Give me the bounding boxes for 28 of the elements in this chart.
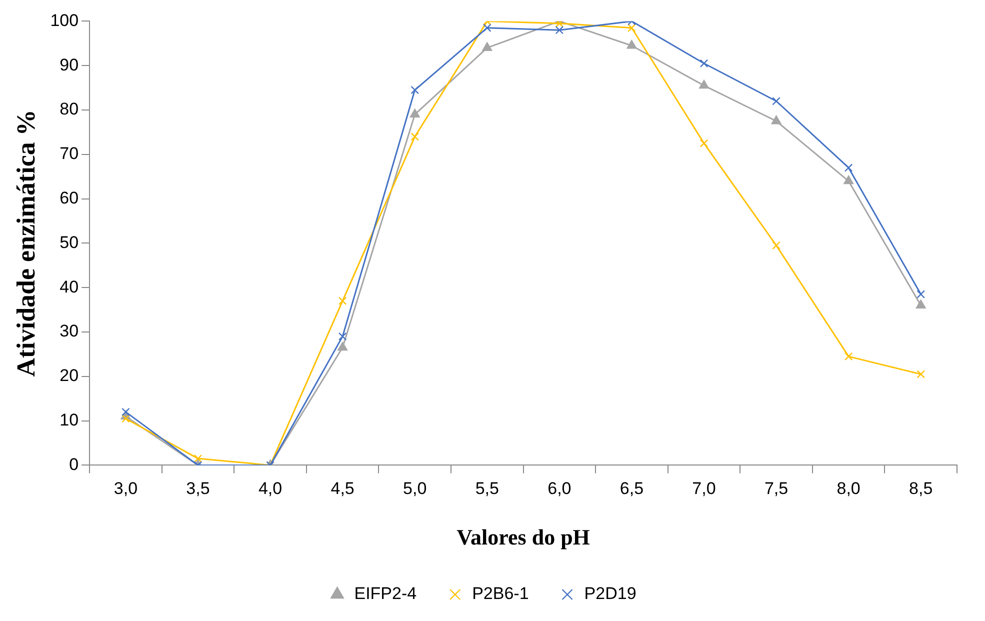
y-tick-label: 30 [60,322,79,341]
x-tick-label: 4,0 [258,479,282,498]
y-tick-label: 80 [60,100,79,119]
y-tick-label: 20 [60,366,79,386]
x-tick-label: 3,5 [186,479,210,498]
x-tick-label: 5,0 [403,479,427,498]
legend-label: P2D19 [584,584,636,604]
legend-label: EIFP2-4 [354,584,417,604]
x-tick-label: 6,0 [548,479,572,498]
x-tick-label: 7,5 [764,479,788,498]
x-tick-label: 8,0 [836,479,860,498]
y-tick-label: 90 [60,55,79,74]
y-tick-label: 40 [60,277,79,296]
x-tick-label: 5,5 [475,479,499,498]
x-tick-label: 6,5 [620,479,644,498]
x-tick-label: 4,5 [330,479,354,498]
x-tick-label: 3,0 [114,479,138,498]
y-tick-label: 50 [60,232,79,252]
x-axis-title: Valores do pH [456,524,590,550]
y-tick-label: 10 [60,410,79,430]
legend-label: P2B6-1 [472,584,529,604]
x-tick-label: 8,5 [909,479,933,498]
y-axis-title: Atividade enzimática % [11,110,40,377]
y-tick-label: 0 [69,454,79,474]
y-tick-label: 100 [50,10,79,30]
y-tick-label: 70 [60,144,79,164]
x-tick-label: 7,0 [692,479,716,498]
y-tick-label: 60 [60,188,79,208]
